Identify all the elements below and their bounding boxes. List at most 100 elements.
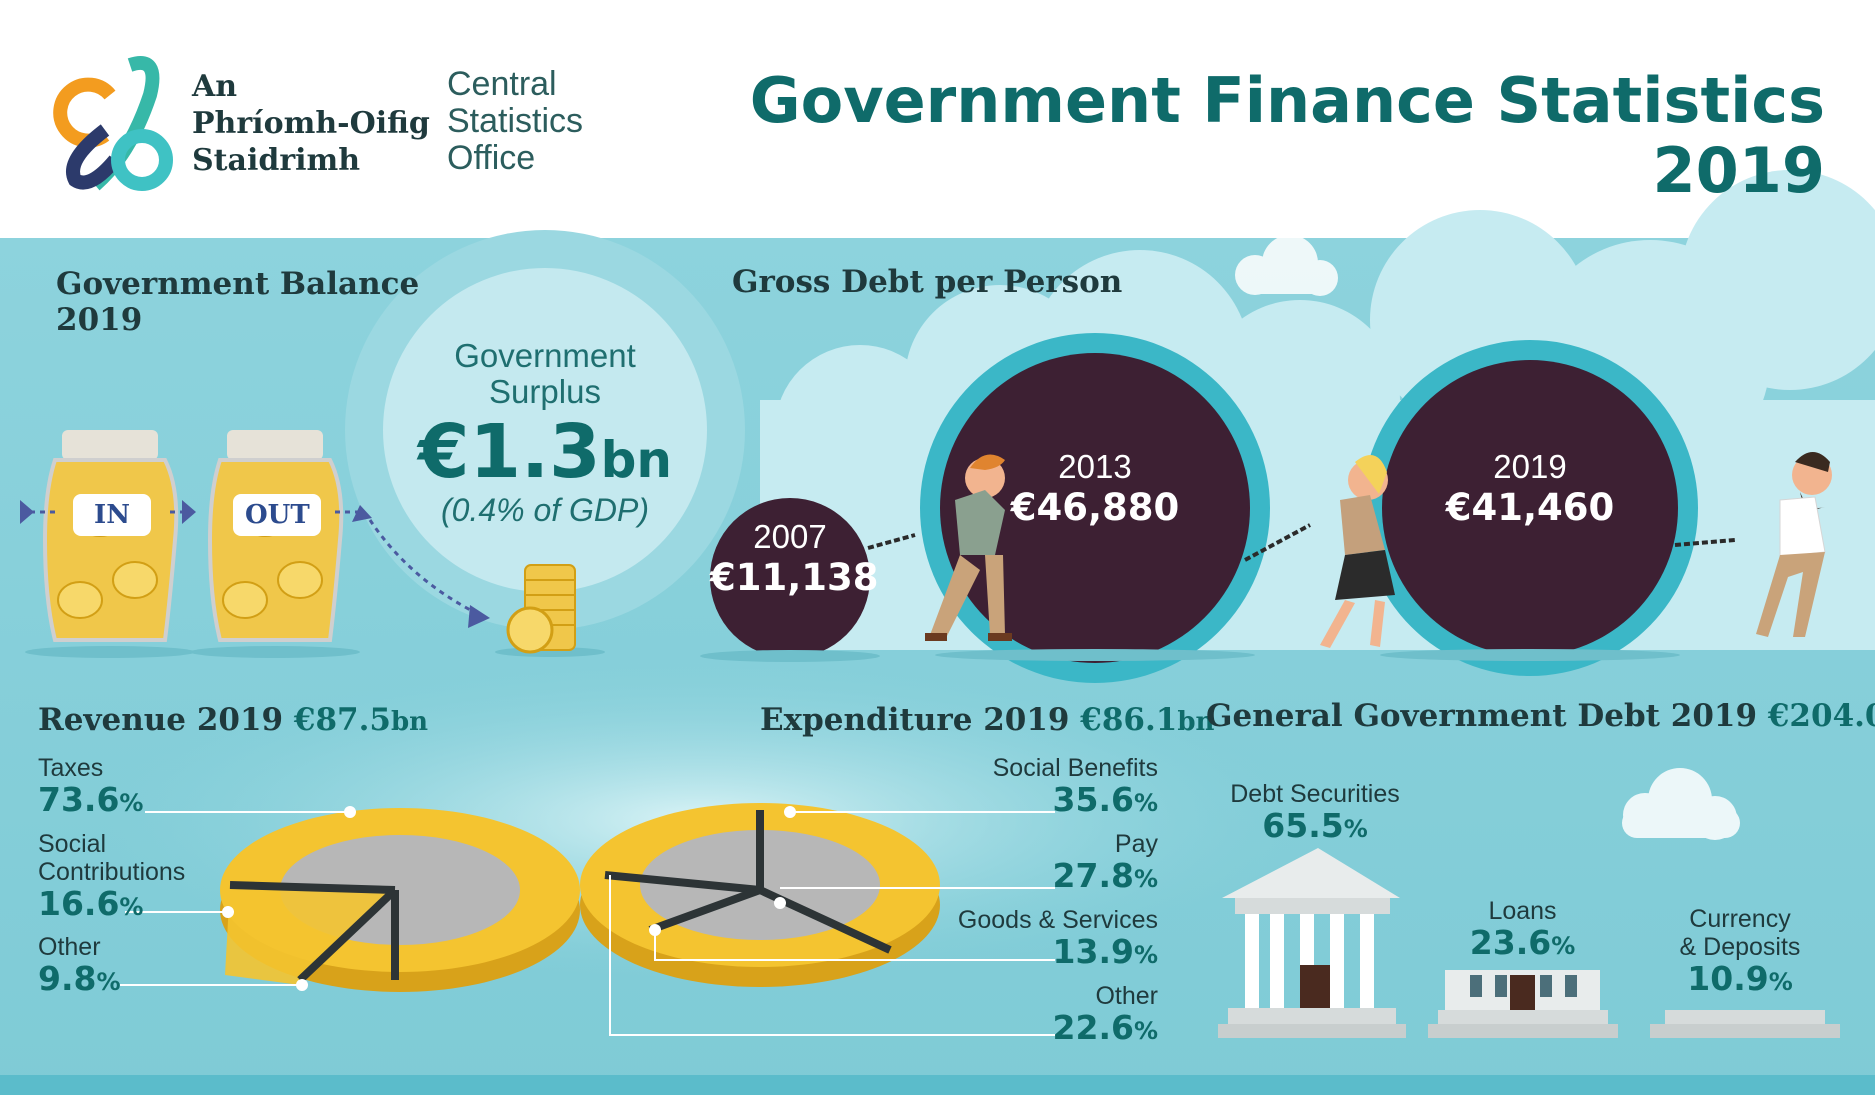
pct-sign: % — [1133, 865, 1158, 893]
logo-irish-line: An — [192, 69, 238, 104]
jar-in-label: IN — [73, 494, 151, 536]
pct-sign: % — [1343, 815, 1368, 843]
expenditure-item-pct: 13.9% — [958, 934, 1158, 973]
pct-number: 23.6 — [1469, 923, 1552, 962]
revenue-title: Revenue 2019 €87.5bn — [38, 702, 428, 740]
surplus-unit: bn — [600, 431, 672, 489]
page-title-line1: Government Finance Statistics — [749, 64, 1825, 137]
expenditure-title-text: Expenditure 2019 — [760, 702, 1070, 738]
debt-label-2007: 2007 €11,138 — [710, 518, 879, 599]
gov-debt-item-label: Debt Securities — [1230, 780, 1400, 808]
revenue-amount-value: €87.5 — [293, 702, 391, 738]
person-pulling-icon — [925, 454, 1012, 641]
balance-title-line1: Government Balance — [56, 266, 420, 302]
expenditure-item-pct: 22.6% — [1053, 1010, 1158, 1049]
person-pulling-icon — [1756, 452, 1832, 637]
revenue-item-label: Other — [38, 933, 101, 961]
expenditure-item-label: Social Benefits — [992, 754, 1158, 782]
gov-debt-title-text: General Government Debt 2019 — [1206, 698, 1758, 734]
expenditure-title: Expenditure 2019 €86.1bn — [760, 702, 1214, 740]
pct-number: 27.8 — [1052, 856, 1134, 895]
page-title: Government Finance Statistics 2019 — [725, 66, 1825, 206]
pct-sign: % — [96, 968, 121, 996]
euro-coin-icon — [220, 808, 580, 992]
expenditure-amount: €86.1bn — [1080, 702, 1214, 738]
logo-irish-line: Staidrimh — [192, 143, 361, 178]
surplus-line2: Surplus — [489, 373, 601, 410]
revenue-item-label: Social — [38, 830, 107, 858]
revenue-title-text: Revenue 2019 — [38, 702, 284, 738]
expenditure-item-other: Other 22.6% — [1053, 982, 1158, 1049]
expenditure-item-pct: 35.6% — [993, 782, 1158, 821]
pct-number: 65.5 — [1262, 806, 1344, 845]
page-title-line2: 2019 — [1652, 134, 1825, 207]
csc-logo-icon — [53, 56, 173, 191]
revenue-amount: €87.5bn — [294, 702, 428, 738]
gov-debt-item-pct: 10.9% — [1640, 961, 1840, 1000]
expenditure-item-label: Goods & Services — [957, 906, 1158, 934]
pct-sign: % — [1133, 1017, 1158, 1045]
pct-number: 22.6 — [1052, 1008, 1134, 1047]
pct-number: 9.8 — [38, 959, 97, 998]
pct-number: 16.6 — [38, 884, 120, 923]
person-pulling-icon — [1320, 454, 1395, 648]
balance-title: Government Balance 2019 — [56, 266, 419, 338]
pct-sign: % — [119, 893, 144, 921]
pct-number: 73.6 — [38, 780, 120, 819]
expenditure-amount-unit: bn — [1177, 707, 1215, 737]
gov-debt-item-label: Currency — [1689, 905, 1791, 933]
debt-ball-2007 — [710, 498, 870, 658]
logo-irish-text: An Phríomh-Oifig Staidrimh — [192, 68, 430, 179]
gov-debt-item-securities: Debt Securities 65.5% — [1200, 780, 1430, 847]
debt-year: 2013 — [1058, 448, 1132, 485]
surplus-block: Government Surplus €1.3bn (0.4% of GDP) — [395, 337, 695, 529]
pct-sign: % — [1133, 941, 1158, 969]
pct-number: 13.9 — [1052, 932, 1134, 971]
surplus-gdp: (0.4% of GDP) — [440, 492, 650, 528]
coin-stack-icon — [506, 564, 576, 654]
gov-debt-amount: €204.0bn — [1768, 698, 1875, 734]
expenditure-item-label: Pay — [1114, 830, 1158, 858]
gov-debt-item-pct: 65.5% — [1200, 808, 1430, 847]
logo-irish-line: Phríomh-Oifig — [192, 106, 430, 141]
surplus-amount-row: €1.3bn — [395, 412, 695, 492]
bank-building-icon — [1428, 970, 1618, 1038]
debt-year: 2007 — [753, 518, 827, 555]
surplus-line1: Government — [454, 337, 636, 374]
debt-value: €46,880 — [1010, 486, 1180, 529]
debt-label-2013: 2013 €46,880 — [995, 448, 1195, 529]
revenue-item-label: Taxes — [38, 754, 104, 782]
revenue-item-label: Contributions — [38, 858, 186, 886]
gross-debt-title: Gross Debt per Person — [732, 264, 1123, 300]
euro-coin-icon — [580, 803, 940, 987]
expenditure-item-social-benefits: Social Benefits 35.6% — [993, 754, 1158, 821]
expenditure-item-label: Other — [1095, 982, 1158, 1010]
gov-debt-item-loans: Loans 23.6% — [1445, 897, 1600, 964]
revenue-item-other: Other 9.8% — [38, 933, 121, 1000]
pct-number: 35.6 — [1052, 780, 1134, 819]
expenditure-amount-value: €86.1 — [1080, 702, 1178, 738]
gov-debt-item-label: & Deposits — [1679, 933, 1801, 961]
pct-sign: % — [1768, 968, 1793, 996]
revenue-item-pct: 9.8% — [38, 961, 121, 1000]
logo-english-line: Statistics — [447, 102, 584, 140]
bank-building-icon — [1218, 848, 1406, 1038]
bank-building-icon — [1650, 1010, 1840, 1038]
pct-number: 10.9 — [1687, 959, 1769, 998]
logo-english-text: Central Statistics Office — [447, 66, 583, 177]
gov-debt-item-label: Loans — [1488, 897, 1557, 925]
pct-sign: % — [119, 789, 144, 817]
revenue-amount-unit: bn — [390, 707, 429, 737]
debt-value: €11,138 — [710, 556, 879, 599]
pct-sign: % — [1551, 932, 1576, 960]
expenditure-item-pct: 27.8% — [1053, 858, 1158, 897]
gov-debt-amount-value: €204.0 — [1767, 698, 1875, 734]
debt-label-2019: 2019 €41,460 — [1430, 448, 1630, 529]
debt-year: 2019 — [1493, 448, 1567, 485]
revenue-item-pct: 16.6% — [38, 886, 185, 925]
revenue-item-pct: 73.6% — [38, 782, 143, 821]
revenue-item-social: Social Contributions 16.6% — [38, 830, 185, 925]
gov-debt-title: General Government Debt 2019 €204.0bn — [1206, 698, 1875, 736]
surplus-amount: €1.3 — [418, 409, 601, 495]
